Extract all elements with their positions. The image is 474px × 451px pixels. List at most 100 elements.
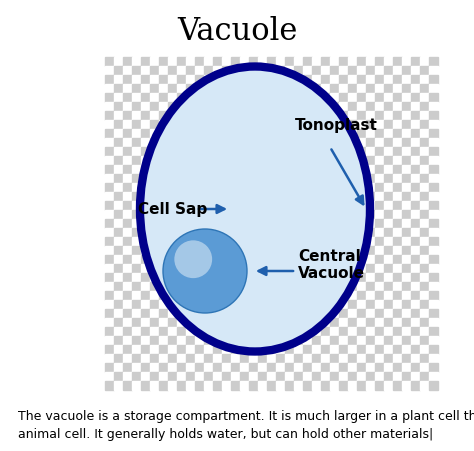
Bar — [258, 76, 267, 85]
Bar — [141, 246, 150, 255]
Bar — [123, 211, 132, 220]
Bar — [267, 147, 276, 156]
Bar — [285, 76, 294, 85]
Bar — [132, 94, 141, 103]
Bar — [105, 363, 114, 372]
Bar — [420, 121, 429, 130]
Bar — [393, 211, 402, 220]
Bar — [357, 318, 366, 327]
Bar — [420, 193, 429, 202]
Bar — [141, 273, 150, 282]
Bar — [357, 103, 366, 112]
Bar — [231, 67, 240, 76]
Bar — [294, 211, 303, 220]
Bar — [114, 67, 123, 76]
Bar — [339, 85, 348, 94]
Bar — [195, 327, 204, 336]
Bar — [429, 58, 438, 67]
Bar — [168, 166, 177, 175]
Bar — [330, 130, 339, 139]
Bar — [123, 318, 132, 327]
Bar — [114, 282, 123, 291]
Bar — [348, 175, 357, 184]
Bar — [312, 273, 321, 282]
Bar — [294, 345, 303, 354]
Bar — [285, 318, 294, 327]
Bar — [150, 121, 159, 130]
Bar — [159, 291, 168, 300]
Bar — [393, 121, 402, 130]
Bar — [411, 175, 420, 184]
Bar — [132, 76, 141, 85]
Bar — [195, 156, 204, 166]
Bar — [168, 229, 177, 238]
Bar — [411, 363, 420, 372]
Bar — [105, 309, 114, 318]
Bar — [114, 103, 123, 112]
Bar — [150, 363, 159, 372]
Bar — [258, 264, 267, 273]
Bar — [195, 238, 204, 246]
Bar — [105, 345, 114, 354]
Bar — [285, 166, 294, 175]
Bar — [132, 354, 141, 363]
Bar — [177, 255, 186, 264]
Bar — [168, 291, 177, 300]
Bar — [186, 58, 195, 67]
Bar — [249, 318, 258, 327]
Bar — [258, 184, 267, 193]
Bar — [321, 336, 330, 345]
Bar — [339, 147, 348, 156]
Bar — [375, 282, 384, 291]
Bar — [312, 309, 321, 318]
Bar — [159, 76, 168, 85]
Bar — [285, 147, 294, 156]
Bar — [366, 184, 375, 193]
Bar — [411, 193, 420, 202]
Bar — [384, 211, 393, 220]
Bar — [393, 112, 402, 121]
Bar — [330, 246, 339, 255]
Bar — [258, 246, 267, 255]
Bar — [267, 139, 276, 147]
Bar — [294, 336, 303, 345]
Bar — [312, 255, 321, 264]
Bar — [402, 363, 411, 372]
Bar — [231, 166, 240, 175]
Bar — [402, 130, 411, 139]
Bar — [240, 202, 249, 211]
Bar — [393, 372, 402, 381]
Bar — [141, 85, 150, 94]
Bar — [294, 309, 303, 318]
Bar — [420, 318, 429, 327]
Bar — [429, 238, 438, 246]
Bar — [231, 229, 240, 238]
Bar — [141, 336, 150, 345]
Bar — [321, 175, 330, 184]
Bar — [258, 354, 267, 363]
Bar — [276, 363, 285, 372]
Bar — [294, 273, 303, 282]
Bar — [330, 220, 339, 229]
Bar — [285, 211, 294, 220]
Bar — [330, 273, 339, 282]
Bar — [267, 255, 276, 264]
Bar — [312, 184, 321, 193]
Bar — [285, 58, 294, 67]
Bar — [222, 300, 231, 309]
Bar — [330, 147, 339, 156]
Bar — [132, 103, 141, 112]
Bar — [222, 229, 231, 238]
Bar — [240, 246, 249, 255]
Bar — [258, 193, 267, 202]
Bar — [240, 300, 249, 309]
Bar — [393, 336, 402, 345]
Text: Tonoplast: Tonoplast — [295, 118, 378, 133]
Bar — [132, 202, 141, 211]
Bar — [402, 94, 411, 103]
Bar — [258, 381, 267, 390]
Bar — [240, 103, 249, 112]
Bar — [168, 76, 177, 85]
Bar — [249, 211, 258, 220]
Bar — [186, 336, 195, 345]
